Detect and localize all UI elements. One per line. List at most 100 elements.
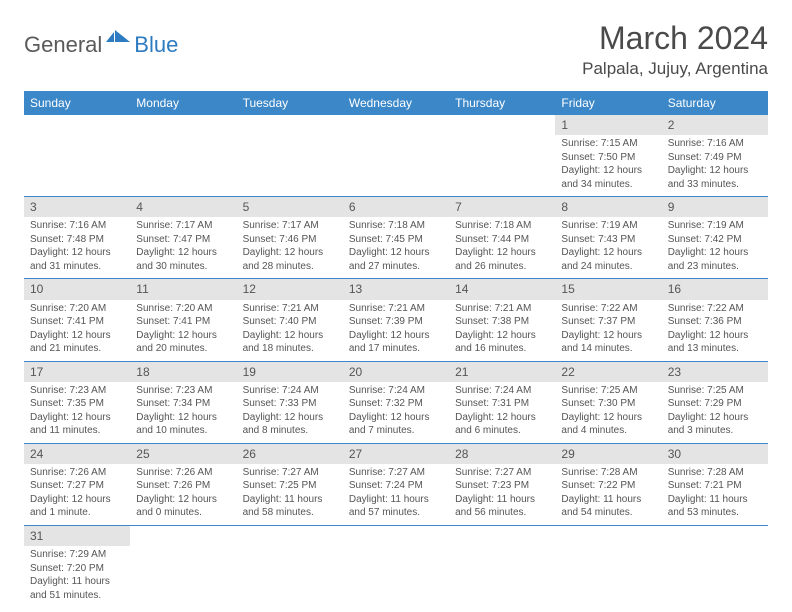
sunrise-line: Sunrise: 7:18 AM bbox=[455, 219, 549, 233]
sunset-line: Sunset: 7:22 PM bbox=[561, 479, 655, 493]
daylight-line: Daylight: 12 hours and 0 minutes. bbox=[136, 493, 230, 520]
day-number: 25 bbox=[130, 444, 236, 464]
logo-text-blue: Blue bbox=[134, 32, 178, 58]
calendar-cell bbox=[343, 525, 449, 607]
calendar-cell: 2Sunrise: 7:16 AMSunset: 7:49 PMDaylight… bbox=[662, 115, 768, 197]
day-number: 22 bbox=[555, 362, 661, 382]
day-number: 10 bbox=[24, 279, 130, 299]
daylight-line: Daylight: 12 hours and 1 minute. bbox=[30, 493, 124, 520]
calendar-cell: 13Sunrise: 7:21 AMSunset: 7:39 PMDayligh… bbox=[343, 279, 449, 361]
calendar-cell: 21Sunrise: 7:24 AMSunset: 7:31 PMDayligh… bbox=[449, 361, 555, 443]
calendar-cell: 24Sunrise: 7:26 AMSunset: 7:27 PMDayligh… bbox=[24, 443, 130, 525]
title-block: March 2024 Palpala, Jujuy, Argentina bbox=[582, 20, 768, 79]
calendar-cell: 1Sunrise: 7:15 AMSunset: 7:50 PMDaylight… bbox=[555, 115, 661, 197]
daylight-line: Daylight: 12 hours and 13 minutes. bbox=[668, 329, 762, 356]
calendar-row: 17 Sunrise: 7:23 AM Sunset: 7:35 PM Dayligh… bbox=[24, 361, 768, 443]
calendar-cell bbox=[449, 115, 555, 197]
daylight-line: Daylight: 12 hours and 10 minutes. bbox=[136, 411, 230, 438]
sunrise-line: Sunrise: 7:23 AM bbox=[136, 384, 230, 398]
sunrise-line: Sunrise: 7:16 AM bbox=[668, 137, 762, 151]
sunset-line: Sunset: 7:47 PM bbox=[136, 233, 230, 247]
calendar-cell bbox=[237, 525, 343, 607]
sunrise-line: Sunrise: 7:28 AM bbox=[668, 466, 762, 480]
daylight-line: Daylight: 12 hours and 6 minutes. bbox=[455, 411, 549, 438]
day-number: 19 bbox=[237, 362, 343, 382]
sunset-line: Sunset: 7:43 PM bbox=[561, 233, 655, 247]
day-number: 12 bbox=[237, 279, 343, 299]
calendar-cell: 31Sunrise: 7:29 AMSunset: 7:20 PMDayligh… bbox=[24, 525, 130, 607]
sunrise-line: Sunrise: 7:17 AM bbox=[243, 219, 337, 233]
day-number: 5 bbox=[237, 197, 343, 217]
daylight-line: Daylight: 12 hours and 14 minutes. bbox=[561, 329, 655, 356]
daylight-line: Daylight: 11 hours and 56 minutes. bbox=[455, 493, 549, 520]
sunrise-line: Sunrise: 7:24 AM bbox=[455, 384, 549, 398]
calendar-cell: 25Sunrise: 7:26 AMSunset: 7:26 PMDayligh… bbox=[130, 443, 236, 525]
sunset-line: Sunset: 7:33 PM bbox=[243, 397, 337, 411]
sunset-line: Sunset: 7:32 PM bbox=[349, 397, 443, 411]
calendar-cell bbox=[237, 115, 343, 197]
day-number: 21 bbox=[449, 362, 555, 382]
sunrise-line: Sunrise: 7:21 AM bbox=[455, 302, 549, 316]
day-number: 15 bbox=[555, 279, 661, 299]
day-number: 3 bbox=[24, 197, 130, 217]
sunset-line: Sunset: 7:36 PM bbox=[668, 315, 762, 329]
sunrise-line: Sunrise: 7:27 AM bbox=[243, 466, 337, 480]
calendar-cell bbox=[24, 115, 130, 197]
calendar-cell: 7Sunrise: 7:18 AMSunset: 7:44 PMDaylight… bbox=[449, 197, 555, 279]
daylight-line: Daylight: 12 hours and 20 minutes. bbox=[136, 329, 230, 356]
daylight-line: Daylight: 12 hours and 30 minutes. bbox=[136, 246, 230, 273]
calendar-cell: 4Sunrise: 7:17 AMSunset: 7:47 PMDaylight… bbox=[130, 197, 236, 279]
day-number: 27 bbox=[343, 444, 449, 464]
day-number: 8 bbox=[555, 197, 661, 217]
sunset-line: Sunset: 7:46 PM bbox=[243, 233, 337, 247]
daylight-line: Daylight: 12 hours and 18 minutes. bbox=[243, 329, 337, 356]
sunset-line: Sunset: 7:37 PM bbox=[561, 315, 655, 329]
weekday-header: Sunday bbox=[24, 91, 130, 115]
calendar-cell: 20Sunrise: 7:24 AMSunset: 7:32 PMDayligh… bbox=[343, 361, 449, 443]
calendar-cell: 10Sunrise: 7:20 AMSunset: 7:41 PMDayligh… bbox=[24, 279, 130, 361]
calendar-cell: 23Sunrise: 7:25 AMSunset: 7:29 PMDayligh… bbox=[662, 361, 768, 443]
logo-text-general: General bbox=[24, 32, 102, 58]
day-number: 29 bbox=[555, 444, 661, 464]
sunset-line: Sunset: 7:30 PM bbox=[561, 397, 655, 411]
calendar-cell: 27Sunrise: 7:27 AMSunset: 7:24 PMDayligh… bbox=[343, 443, 449, 525]
sunset-line: Sunset: 7:27 PM bbox=[30, 479, 124, 493]
weekday-header: Wednesday bbox=[343, 91, 449, 115]
calendar-cell: 22Sunrise: 7:25 AMSunset: 7:30 PMDayligh… bbox=[555, 361, 661, 443]
sunrise-line: Sunrise: 7:18 AM bbox=[349, 219, 443, 233]
daylight-line: Daylight: 12 hours and 8 minutes. bbox=[243, 411, 337, 438]
calendar-cell bbox=[130, 525, 236, 607]
daylight-line: Daylight: 12 hours and 26 minutes. bbox=[455, 246, 549, 273]
calendar-cell: 26Sunrise: 7:27 AMSunset: 7:25 PMDayligh… bbox=[237, 443, 343, 525]
weekday-header: Thursday bbox=[449, 91, 555, 115]
daylight-line: Daylight: 12 hours and 3 minutes. bbox=[668, 411, 762, 438]
calendar-row: 1Sunrise: 7:15 AMSunset: 7:50 PMDaylight… bbox=[24, 115, 768, 197]
calendar-cell: 14Sunrise: 7:21 AMSunset: 7:38 PMDayligh… bbox=[449, 279, 555, 361]
day-number: 1 bbox=[555, 115, 661, 135]
sunset-line: Sunset: 7:50 PM bbox=[561, 151, 655, 165]
daylight-line: Daylight: 11 hours and 53 minutes. bbox=[668, 493, 762, 520]
sunrise-line: Sunrise: 7:25 AM bbox=[561, 384, 655, 398]
location: Palpala, Jujuy, Argentina bbox=[582, 59, 768, 79]
calendar-row: 31Sunrise: 7:29 AMSunset: 7:20 PMDayligh… bbox=[24, 525, 768, 607]
day-number: 28 bbox=[449, 444, 555, 464]
sunset-line: Sunset: 7:35 PM bbox=[30, 397, 124, 411]
calendar-table: SundayMondayTuesdayWednesdayThursdayFrid… bbox=[24, 91, 768, 607]
sunrise-line: Sunrise: 7:27 AM bbox=[455, 466, 549, 480]
daylight-line: Daylight: 12 hours and 31 minutes. bbox=[30, 246, 124, 273]
day-number: 6 bbox=[343, 197, 449, 217]
daylight-line: Daylight: 11 hours and 58 minutes. bbox=[243, 493, 337, 520]
day-number: 17 bbox=[24, 362, 130, 382]
calendar-row: 3Sunrise: 7:16 AMSunset: 7:48 PMDaylight… bbox=[24, 197, 768, 279]
daylight-line: Daylight: 12 hours and 33 minutes. bbox=[668, 164, 762, 191]
calendar-row: 24Sunrise: 7:26 AMSunset: 7:27 PMDayligh… bbox=[24, 443, 768, 525]
sunset-line: Sunset: 7:41 PM bbox=[136, 315, 230, 329]
calendar-cell bbox=[662, 525, 768, 607]
sunset-line: Sunset: 7:48 PM bbox=[30, 233, 124, 247]
sunrise-line: Sunrise: 7:17 AM bbox=[136, 219, 230, 233]
sunrise-line: Sunrise: 7:19 AM bbox=[668, 219, 762, 233]
calendar-cell: 29Sunrise: 7:28 AMSunset: 7:22 PMDayligh… bbox=[555, 443, 661, 525]
calendar-cell: 15Sunrise: 7:22 AMSunset: 7:37 PMDayligh… bbox=[555, 279, 661, 361]
day-number: 18 bbox=[130, 362, 236, 382]
sunset-line: Sunset: 7:41 PM bbox=[30, 315, 124, 329]
